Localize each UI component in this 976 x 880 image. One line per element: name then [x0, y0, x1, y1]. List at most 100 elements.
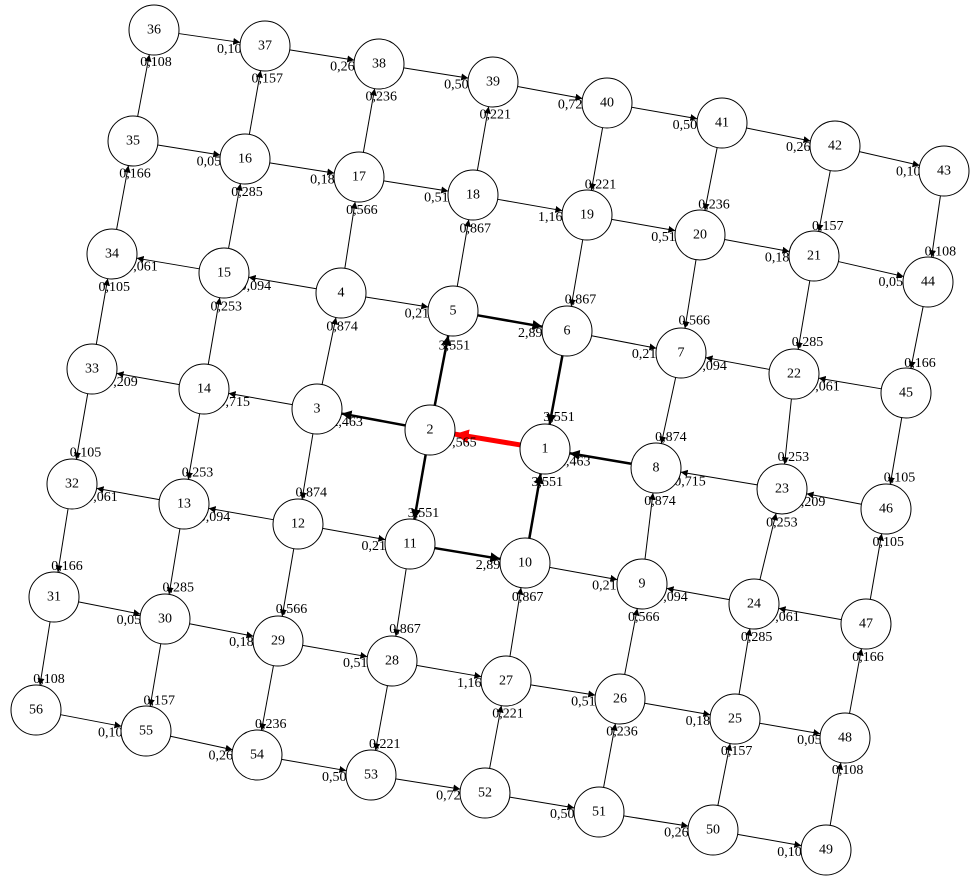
edge-16-to-17: [269, 162, 335, 176]
node-11: 11: [384, 518, 436, 570]
edge-49-to-48: [829, 762, 844, 826]
node-30: 30: [139, 593, 191, 645]
edge-label-17-to-38: 0,236: [366, 90, 398, 105]
node-label-49: 49: [819, 843, 833, 858]
edge-55-to-54: [170, 735, 233, 752]
edge-label-9-to-8: 0,874: [644, 494, 676, 509]
edge-2-to-3: [341, 410, 406, 427]
node-circle-45: [880, 367, 932, 419]
node-label-26: 26: [613, 692, 627, 707]
edge-label-4-to-17: 0,566: [346, 203, 378, 218]
edge-label-39-to-40: 0,722: [558, 97, 590, 112]
edge-43-to-44: [929, 195, 941, 258]
node-15: 15: [198, 247, 250, 299]
edge-14-to-13: [186, 413, 201, 480]
edge-37-to-38: [289, 49, 355, 63]
node-label-8: 8: [653, 461, 660, 476]
node-43: 43: [918, 145, 970, 197]
edge-label-2-to-5: 3,551: [439, 338, 471, 353]
edge-2-to-5: [433, 335, 452, 406]
node-label-55: 55: [139, 724, 153, 739]
edge-label-7-to-8: 0,874: [655, 430, 687, 445]
edge-50-to-25: [717, 743, 733, 806]
edge-40-to-41: [631, 106, 698, 121]
node-circle-24: [728, 578, 780, 630]
node-label-25: 25: [728, 712, 742, 727]
edge-label-6-to-7: 0,214: [632, 347, 664, 362]
edge-label-34-to-35: 0,166: [119, 167, 151, 182]
node-circle-14: [178, 363, 230, 415]
node-label-50: 50: [706, 823, 720, 838]
edge-16-to-37: [248, 70, 263, 135]
node-24: 24: [728, 578, 780, 630]
node-circle-39: [467, 56, 519, 108]
edge-label-21-to-22: 0,285: [792, 335, 824, 350]
edge-label-28-to-53: 0,221: [369, 737, 401, 752]
node-29: 29: [252, 615, 304, 667]
node-36: 36: [128, 4, 180, 56]
node-label-3: 3: [314, 402, 321, 417]
edge-1-to-2: [454, 429, 521, 448]
node-label-30: 30: [158, 612, 172, 627]
edge-5-to-18: [456, 219, 472, 287]
node-circle-55: [120, 705, 172, 757]
node-22: 22: [768, 348, 820, 400]
node-16: 16: [219, 133, 271, 185]
edge-47-to-46: [869, 533, 884, 600]
edge-label-20-to-21: 0,186: [765, 250, 797, 265]
node-48: 48: [819, 712, 871, 764]
node-circle-26: [594, 673, 646, 725]
edge-50-to-49: [737, 833, 802, 848]
edge-31-to-30: [78, 601, 141, 617]
edge-45-to-22: [818, 375, 882, 390]
edge-4-to-17: [344, 201, 358, 269]
edge-54-to-53: [281, 758, 347, 773]
edge-29-to-28: [302, 644, 368, 659]
edge-24-to-9: [666, 586, 730, 601]
node-37: 37: [239, 20, 291, 72]
edge-label-25-to-24: 0,285: [741, 630, 773, 645]
edge-26-to-25: [644, 702, 711, 717]
node-label-23: 23: [775, 482, 789, 497]
edge-label-48-to-47: 0,166: [852, 650, 884, 665]
node-circle-12: [272, 498, 324, 550]
edge-52-to-51: [509, 796, 575, 811]
edge-12-to-11: [322, 527, 386, 542]
node-6: 6: [541, 305, 593, 357]
edge-label-11-to-10: 2,898: [476, 558, 508, 573]
edge-12-to-29: [279, 548, 295, 617]
edge-23-to-8: [680, 469, 758, 486]
edge-label-18-to-39: 0,221: [480, 108, 512, 123]
edge-52-to-27: [489, 705, 504, 769]
edge-27-to-10: [509, 587, 524, 657]
node-circle-44: [902, 256, 954, 308]
edge-44-to-45: [908, 306, 924, 369]
node-50: 50: [687, 804, 739, 856]
node-circle-52: [459, 767, 511, 819]
edge-45-to-46: [887, 417, 903, 485]
node-circle-3: [291, 383, 343, 435]
node-52: 52: [459, 767, 511, 819]
node-1: 1: [519, 423, 571, 475]
edge-13-to-32: [96, 486, 160, 501]
edge-label-33-to-32: 0,105: [70, 446, 102, 461]
edge-11-to-10: [434, 546, 501, 563]
edge-label-19-to-6: 0,867: [565, 292, 597, 307]
edge-6-to-7: [591, 335, 657, 351]
edge-label-40-to-19: 0,221: [585, 178, 617, 193]
node-circle-53: [345, 749, 397, 801]
edge-label-52-to-27: 0,221: [492, 706, 524, 721]
edge-33-to-34: [95, 278, 110, 345]
node-39: 39: [467, 56, 519, 108]
node-25: 25: [709, 693, 761, 745]
node-23: 23: [756, 463, 808, 515]
edge-34-to-35: [116, 165, 131, 230]
edge-7-to-8: [659, 377, 677, 444]
node-circle-9: [616, 558, 668, 610]
node-label-22: 22: [787, 367, 801, 382]
edge-5-to-6: [477, 314, 543, 330]
node-53: 53: [345, 749, 397, 801]
node-label-32: 32: [65, 477, 79, 492]
node-label-29: 29: [271, 634, 285, 649]
